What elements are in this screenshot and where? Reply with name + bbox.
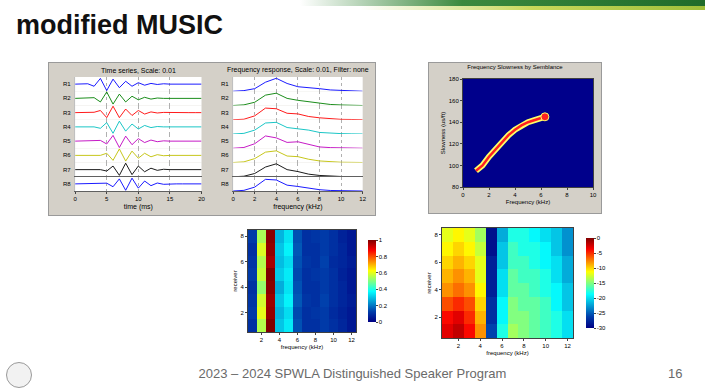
svg-text:-20: -20 [597, 295, 606, 301]
svg-text:6: 6 [240, 259, 244, 265]
svg-text:100: 100 [449, 163, 460, 169]
svg-text:4: 4 [240, 284, 244, 290]
svg-text:2: 2 [457, 343, 461, 349]
svg-text:R7: R7 [221, 167, 229, 173]
svg-text:frequency (kHz): frequency (kHz) [281, 344, 323, 350]
svg-text:2: 2 [253, 196, 257, 202]
svg-text:4: 4 [513, 192, 517, 198]
svg-text:0.8: 0.8 [379, 254, 388, 260]
svg-text:R2: R2 [221, 95, 229, 101]
svg-text:R1: R1 [63, 81, 71, 87]
svg-text:0: 0 [597, 235, 601, 241]
svg-text:Frequency response, Scale: 0.0: Frequency response, Scale: 0.01, Filter:… [227, 66, 369, 74]
svg-text:120: 120 [449, 141, 460, 147]
svg-text:-25: -25 [597, 310, 606, 316]
svg-text:4: 4 [479, 343, 483, 349]
svg-text:R1: R1 [221, 81, 229, 87]
svg-text:2: 2 [487, 192, 491, 198]
svg-text:2: 2 [240, 310, 244, 316]
svg-text:6: 6 [296, 196, 300, 202]
svg-text:-5: -5 [597, 250, 603, 256]
svg-text:8: 8 [565, 192, 569, 198]
svg-text:8: 8 [318, 196, 322, 202]
svg-text:0.4: 0.4 [379, 286, 388, 292]
svg-text:10: 10 [542, 343, 549, 349]
svg-text:140: 140 [449, 119, 460, 125]
svg-text:8: 8 [240, 233, 244, 239]
svg-text:R5: R5 [221, 138, 229, 144]
svg-text:5: 5 [105, 196, 109, 202]
svg-text:4: 4 [275, 196, 279, 202]
svg-text:2: 2 [260, 337, 264, 343]
svg-text:0.2: 0.2 [379, 303, 388, 309]
svg-text:R3: R3 [63, 110, 71, 116]
html-text:2023 – 2024 SPWLA Distinguishe: 2023 – 2024 SPWLA Distinguished Speaker … [198, 366, 507, 381]
svg-text:4: 4 [434, 287, 438, 293]
svg-text:2: 2 [434, 314, 438, 320]
svg-text:6: 6 [434, 259, 438, 265]
svg-text:R7: R7 [63, 167, 71, 173]
svg-text:R5: R5 [63, 138, 71, 144]
svg-text:4: 4 [278, 337, 282, 343]
svg-text:R3: R3 [221, 110, 229, 116]
svg-text:Time series, Scale: 0.01: Time series, Scale: 0.01 [101, 67, 176, 74]
svg-text:R6: R6 [63, 152, 71, 158]
svg-text:10: 10 [330, 337, 337, 343]
svg-text:R8: R8 [221, 181, 229, 187]
svg-text:time (ms): time (ms) [124, 203, 153, 211]
svg-text:R4: R4 [221, 124, 229, 130]
svg-text:-15: -15 [597, 280, 606, 286]
svg-text:0: 0 [73, 196, 77, 202]
svg-text:12: 12 [348, 337, 355, 343]
svg-text:Frequency (kHz): Frequency (kHz) [506, 199, 550, 205]
svg-text:receiver: receiver [426, 272, 432, 293]
svg-text:20: 20 [198, 196, 205, 202]
svg-text:6: 6 [539, 192, 543, 198]
svg-text:1: 1 [379, 237, 383, 243]
svg-text:10: 10 [590, 192, 597, 198]
svg-text:160: 160 [449, 98, 460, 104]
svg-text:8: 8 [522, 343, 526, 349]
svg-text:frequency (kHz): frequency (kHz) [273, 203, 322, 211]
svg-text:10: 10 [135, 196, 142, 202]
svg-text:0.6: 0.6 [379, 270, 388, 276]
svg-text:R8: R8 [63, 181, 71, 187]
html-text:16: 16 [668, 366, 683, 381]
svg-text:12: 12 [564, 343, 571, 349]
svg-text:15: 15 [167, 196, 174, 202]
svg-text:-30: -30 [597, 325, 606, 331]
svg-text:R2: R2 [63, 95, 71, 101]
svg-text:receiver: receiver [232, 270, 238, 291]
svg-text:6: 6 [296, 337, 300, 343]
svg-text:80: 80 [452, 184, 459, 190]
svg-text:8: 8 [314, 337, 318, 343]
svg-text:R4: R4 [63, 124, 71, 130]
svg-text:-10: -10 [597, 265, 606, 271]
svg-text:0: 0 [379, 319, 383, 325]
svg-text:frequency (kHz): frequency (kHz) [486, 350, 528, 356]
svg-text:8: 8 [434, 232, 438, 238]
svg-text:0: 0 [231, 196, 235, 202]
svg-text:12: 12 [359, 196, 366, 202]
html-text:modified MUSIC: modified MUSIC [16, 10, 223, 40]
svg-text:10: 10 [338, 196, 345, 202]
svg-text:180: 180 [449, 76, 460, 82]
svg-text:R6: R6 [221, 152, 229, 158]
svg-text:Frequency Slowness by Semblanc: Frequency Slowness by Semblance [467, 64, 563, 70]
svg-text:0: 0 [461, 192, 465, 198]
svg-text:Slowness (us/ft): Slowness (us/ft) [440, 112, 446, 155]
svg-text:6: 6 [500, 343, 504, 349]
